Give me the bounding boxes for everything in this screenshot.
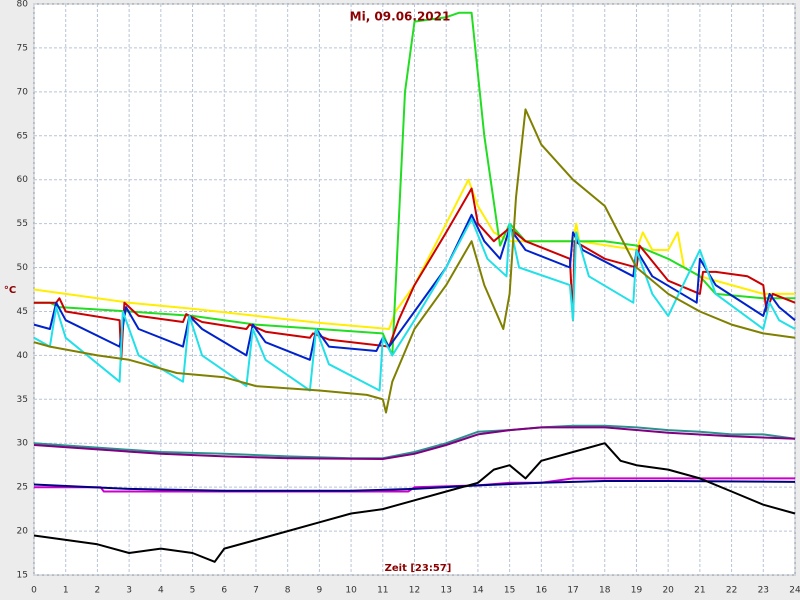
y-tick-label: 30 [17,439,29,449]
x-tick-label: 16 [536,586,548,596]
x-tick-label: 21 [694,586,705,596]
x-tick-label: 14 [472,586,484,596]
chart-title: Mi, 09.06.2021 [350,10,451,24]
x-tick-label: 5 [190,586,196,596]
x-tick-label: 19 [631,586,643,596]
x-tick-label: 24 [789,586,800,596]
x-tick-label: 13 [440,586,451,596]
x-tick-label: 20 [662,586,674,596]
y-tick-label: 55 [17,219,28,229]
series-line [33,442,796,563]
y-tick-label: 75 [17,43,28,53]
y-tick-label: 45 [17,307,28,317]
x-tick-label: 18 [599,586,611,596]
y-tick-label: 15 [17,571,28,581]
x-tick-label: 12 [409,586,420,596]
x-tick-label: 22 [726,586,737,596]
y-tick-label: 25 [17,483,28,493]
y-tick-label: 40 [17,351,29,361]
x-tick-label: 1 [63,586,69,596]
x-tick-label: 4 [158,586,164,596]
y-tick-label: 70 [17,87,29,97]
x-tick-label: 9 [317,586,323,596]
x-tick-label: 8 [285,586,291,596]
x-tick-label: 11 [377,586,388,596]
series-line [34,11,795,357]
x-tick-label: 6 [221,586,227,596]
x-tick-label: 3 [126,586,132,596]
x-tick-label: 15 [504,586,515,596]
series-line [33,480,796,492]
x-tick-label: 10 [345,586,357,596]
y-tick-label: 35 [17,395,28,405]
y-tick-label: 50 [17,263,29,273]
y-tick-label: 20 [17,527,29,537]
y-axis-title: °C [4,285,16,296]
series-line [33,424,796,460]
x-axis-title: Zeit [23:57] [385,563,452,574]
y-tick-label: 60 [17,175,29,185]
series-line [33,108,796,414]
y-tick-label: 65 [17,131,28,141]
x-tick-label: 23 [758,586,769,596]
x-tick-label: 2 [95,586,101,596]
y-tick-label: 80 [17,0,29,10]
x-tick-label: 7 [253,586,259,596]
x-tick-label: 0 [31,586,37,596]
x-tick-label: 17 [567,586,578,596]
series-line [33,426,796,460]
series-line [33,213,796,361]
series-line [34,187,796,361]
